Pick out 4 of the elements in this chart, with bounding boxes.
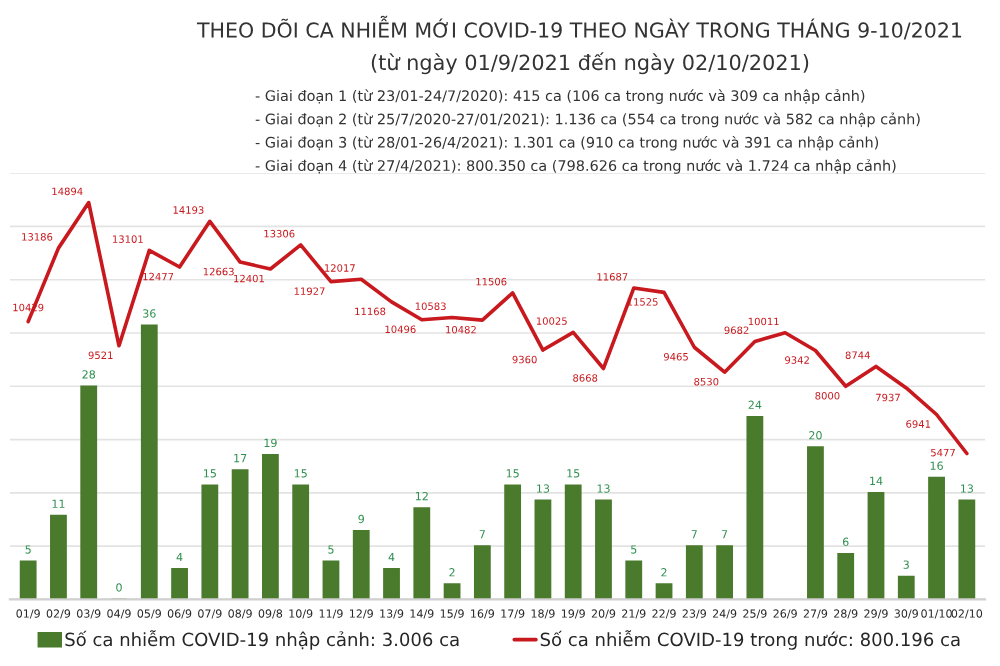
legend-label: Số ca nhiễm COVID-19 nhập cảnh: 3.006 ca: [65, 630, 459, 650]
chart-subtitle: (từ ngày 01/9/2021 đến ngày 02/10/2021): [371, 52, 809, 75]
legend-label: Số ca nhiễm COVID-19 trong nước: 800.196 ca: [540, 630, 960, 650]
chart-title: THEO DÕI CA NHIỄM MỚI COVID-19 THEO NGÀY TRONG THÁNG 9-10/2021: [196, 15, 962, 40]
